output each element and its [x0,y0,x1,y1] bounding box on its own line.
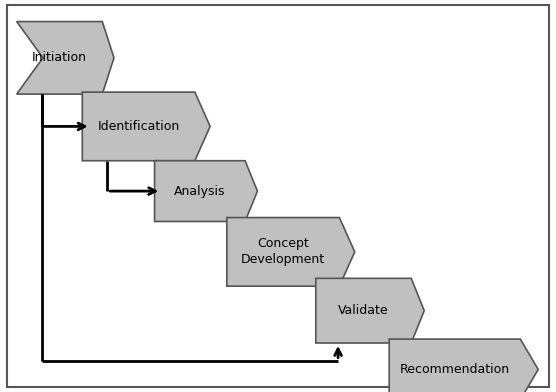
Polygon shape [82,92,210,161]
Text: Identification: Identification [97,120,180,133]
Text: Concept
Development: Concept Development [241,238,325,266]
Text: Initiation: Initiation [32,51,87,64]
Text: Recommendation: Recommendation [400,363,510,376]
Polygon shape [17,22,114,94]
Text: Analysis: Analysis [174,185,226,198]
Polygon shape [389,339,538,392]
Text: Validate: Validate [338,304,389,317]
Polygon shape [316,278,424,343]
Polygon shape [227,218,355,286]
Polygon shape [155,161,257,221]
